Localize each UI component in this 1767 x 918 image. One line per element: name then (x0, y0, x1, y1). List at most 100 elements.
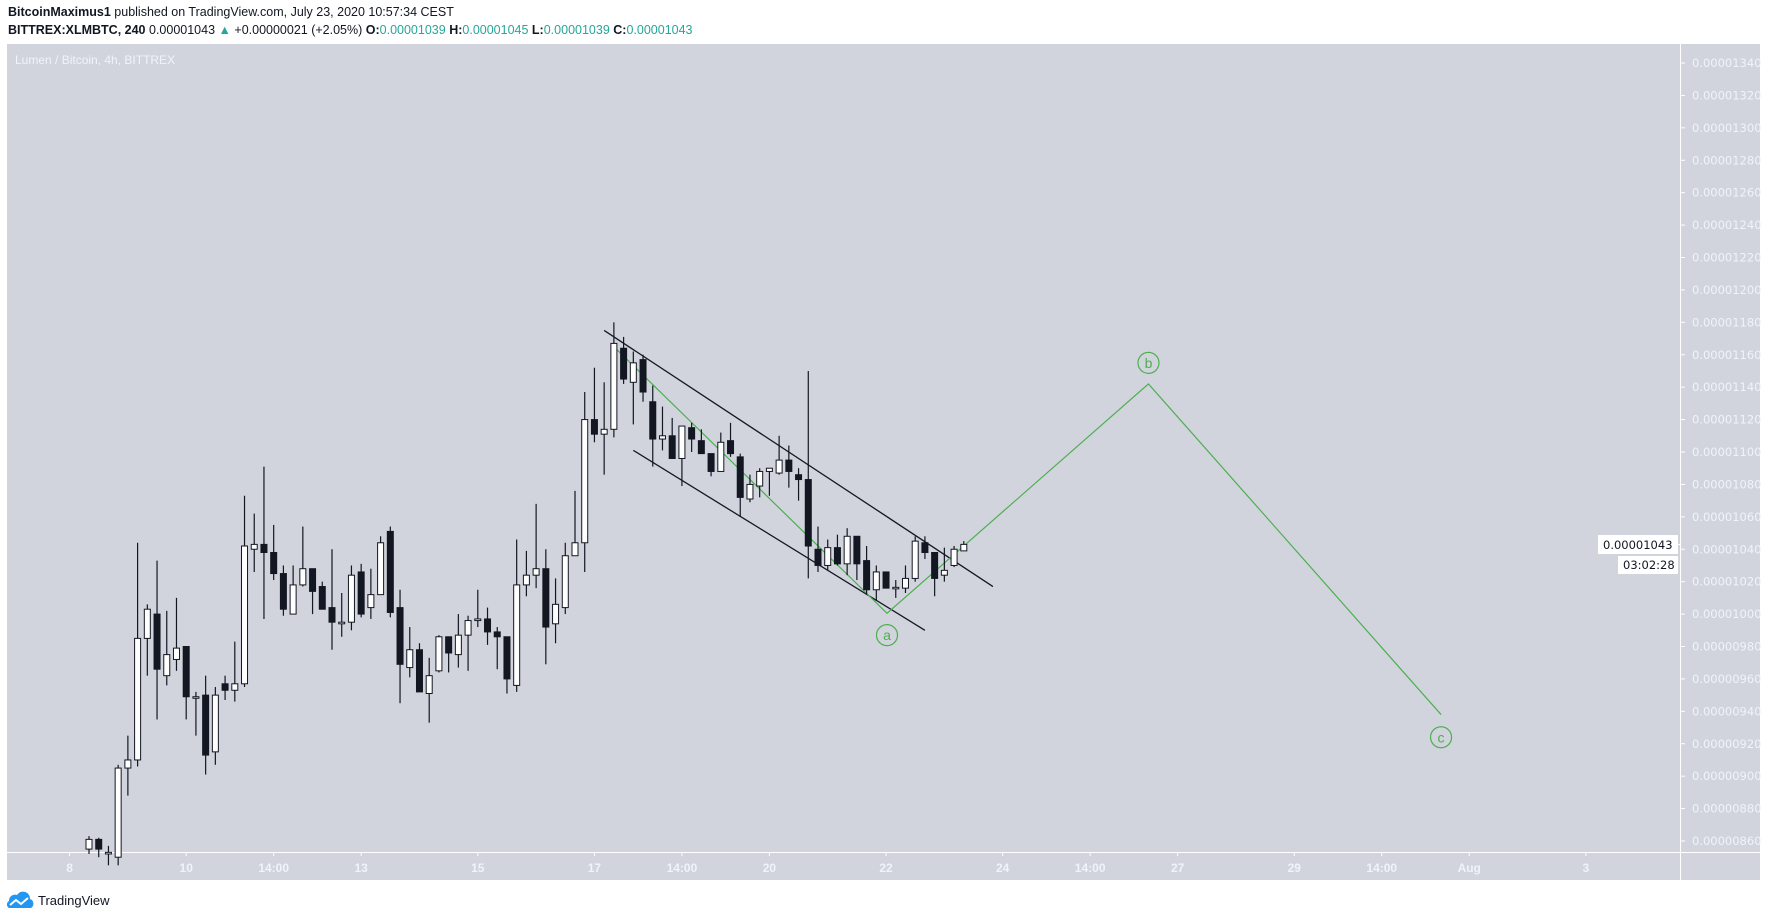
candle (610, 322, 618, 438)
candle-body (260, 543, 268, 553)
candle-body (668, 435, 676, 459)
candle (415, 643, 423, 693)
price-tick-label: 0.00001060 (1692, 510, 1762, 524)
candle (299, 526, 307, 587)
price-tick-label: 0.00000900 (1692, 769, 1762, 783)
low-value: 0.00001039 (543, 23, 610, 37)
candle-body (347, 574, 355, 623)
candle-body (163, 654, 171, 677)
candle (454, 614, 462, 668)
wave-label-a: a (883, 627, 891, 643)
time-tick-label: 24 (996, 861, 1010, 875)
wave-label-circle (1137, 351, 1160, 374)
candle (853, 535, 861, 581)
candle (590, 367, 598, 443)
price-tick-label: 0.00001180 (1692, 315, 1762, 329)
candle-body (717, 441, 725, 472)
candle-body (600, 428, 608, 435)
candle-body (639, 359, 647, 393)
candle-body (289, 584, 297, 615)
candle (367, 568, 375, 619)
candle-body (396, 607, 404, 665)
candle (581, 392, 589, 572)
candle (95, 837, 103, 858)
candle-body (561, 555, 569, 609)
candle (950, 546, 958, 568)
candle (270, 524, 278, 581)
candle (231, 641, 239, 702)
candle-body (182, 646, 190, 698)
candle-body (386, 530, 394, 613)
wave-label-circle (875, 624, 899, 647)
price-axis[interactable]: 0.00001340 0.00001320 0.00001300 0.00001280… (1680, 56, 1762, 848)
candle-body (318, 586, 326, 610)
tradingview-logo[interactable]: TradingView (6, 891, 110, 909)
open-value: 0.00001039 (379, 23, 446, 37)
candle (843, 528, 851, 576)
candle-body (328, 607, 336, 623)
candle (318, 581, 326, 610)
candle (289, 565, 297, 615)
candle-body (658, 435, 666, 440)
close-value: 0.00001043 (626, 23, 693, 37)
time-tick-label: 17 (588, 861, 602, 875)
time-tick-label: 20 (763, 861, 777, 875)
candle-body (134, 637, 142, 761)
candle (250, 513, 258, 572)
high-value: 0.00001045 (462, 23, 529, 37)
candle (484, 607, 492, 645)
candle (386, 526, 394, 618)
candle-body (940, 569, 948, 576)
candle-body (785, 459, 793, 472)
time-tick-label: 14:00 (1075, 861, 1106, 875)
brand-name: TradingView (38, 892, 110, 908)
candle-body (688, 427, 696, 440)
candle (328, 549, 336, 650)
candle-body (85, 838, 93, 850)
candle (445, 636, 453, 673)
candle-body (863, 560, 871, 591)
candle (357, 563, 365, 618)
candle-body (124, 759, 132, 769)
candle-body (279, 573, 287, 610)
last-price-axis-label: 0.00001043 (1603, 538, 1673, 552)
candle (960, 541, 968, 552)
candle-body (833, 547, 841, 565)
candle (464, 615, 472, 671)
candle (571, 490, 579, 557)
candle (182, 646, 190, 720)
candle-body (357, 571, 365, 615)
candle-body (629, 362, 637, 383)
candle (542, 549, 550, 665)
price-tick-label: 0.00001260 (1692, 186, 1762, 200)
candle-body (299, 568, 307, 586)
candle-body (114, 767, 122, 858)
author-name[interactable]: BitcoinMaximus1 (8, 5, 111, 19)
candle (279, 565, 287, 616)
candle (211, 687, 219, 765)
candle-body (377, 542, 385, 596)
time-tick-label: 14:00 (258, 861, 289, 875)
candle-body (649, 401, 657, 440)
candle-body (581, 419, 589, 544)
price-tick-label: 0.00001240 (1692, 218, 1762, 232)
time-axis[interactable]: 8 10 14:00 13 15 17 14:00 20 22 24 14:00 27 29 14:00 A… (66, 852, 1590, 875)
candle (785, 445, 793, 488)
candle (221, 675, 229, 700)
high-label: H: (449, 23, 463, 37)
candle-body (270, 551, 278, 575)
candle-body (484, 618, 492, 633)
candle (795, 468, 803, 501)
candle (765, 467, 773, 496)
candle (143, 604, 151, 676)
last-price-marker: 0.00001043 03:02:28 (1598, 535, 1680, 574)
countdown-box (1618, 556, 1678, 574)
bar-countdown: 03:02:28 (1623, 558, 1675, 572)
time-tick-label: 10 (180, 861, 194, 875)
candle-body (104, 851, 112, 855)
candle (202, 675, 210, 775)
price-tick-label: 0.00000860 (1692, 834, 1762, 848)
candle-body (454, 634, 462, 656)
close-label: C: (613, 23, 627, 37)
